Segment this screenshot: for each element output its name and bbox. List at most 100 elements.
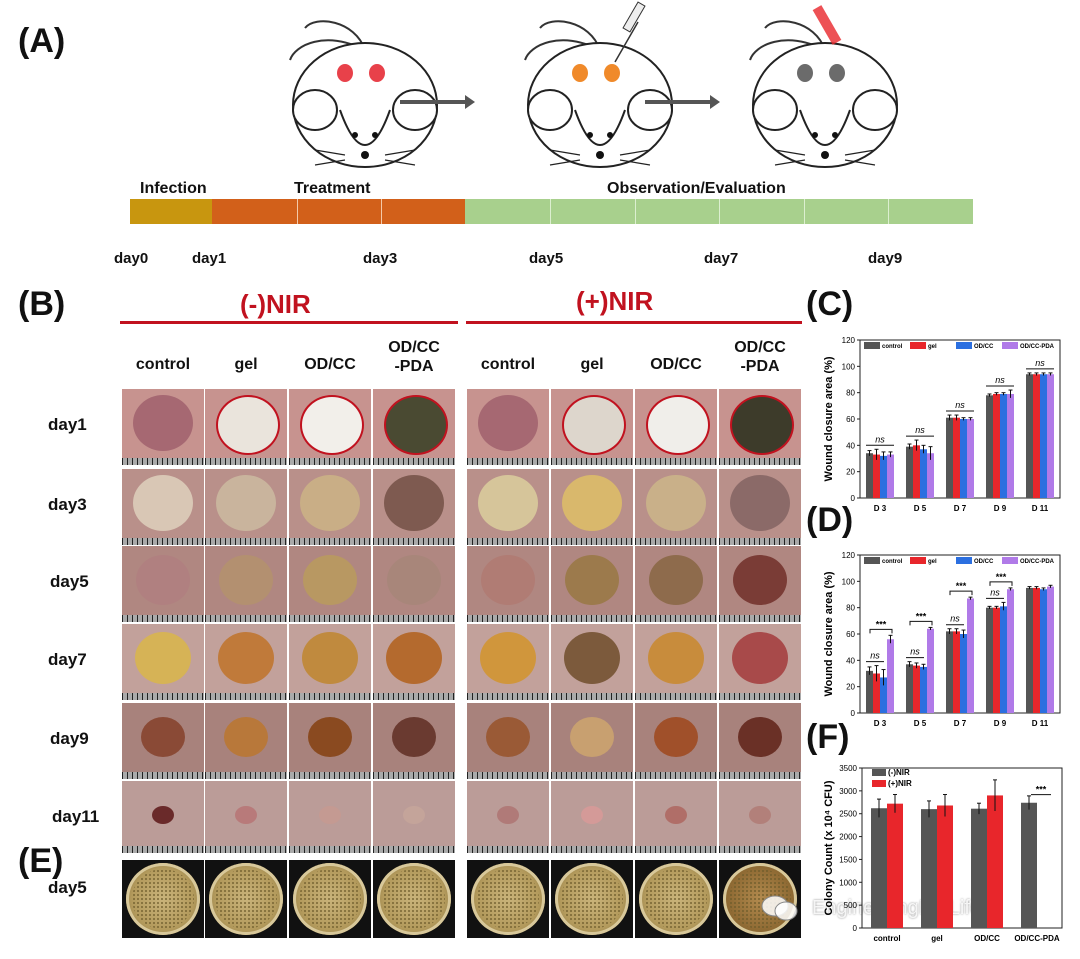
x-tick-label: D 5 xyxy=(914,504,927,513)
significance-label: ns xyxy=(955,400,965,410)
legend-swatch xyxy=(872,769,886,776)
column-header: OD/CC xyxy=(650,356,702,373)
significance-label: ns xyxy=(990,587,1000,597)
row-header: day9 xyxy=(50,729,89,748)
wound-photo xyxy=(719,703,801,779)
legend-swatch xyxy=(872,780,886,787)
bar xyxy=(913,665,920,713)
x-tick-label: D 3 xyxy=(874,504,887,513)
y-tick-label: 0 xyxy=(851,494,856,503)
bar xyxy=(1040,374,1047,498)
bar xyxy=(1000,606,1007,713)
wound-photo xyxy=(373,469,455,545)
y-axis-label: Colony Count (x 10⁴ CFU) xyxy=(823,780,835,915)
column-header: OD/CC -PDA xyxy=(388,339,440,375)
wound-photo xyxy=(719,781,801,853)
timeline-day0: day0 xyxy=(114,250,149,267)
wound-photo xyxy=(289,624,371,700)
bar xyxy=(913,445,920,498)
wound-photo xyxy=(635,781,717,853)
mouse-infected-icon xyxy=(289,20,438,168)
wound-photo xyxy=(205,389,287,465)
bar xyxy=(1026,374,1033,498)
significance-bracket xyxy=(949,590,973,596)
wound-photo xyxy=(289,546,371,622)
bar xyxy=(871,808,887,928)
y-axis-label: Wound closure area (%) xyxy=(823,356,835,481)
petri-dish-photo xyxy=(289,860,371,938)
bar xyxy=(971,808,987,928)
significance-label: *** xyxy=(916,611,927,621)
y-tick-label: 80 xyxy=(846,604,855,613)
bar xyxy=(993,607,1000,713)
bar xyxy=(1007,393,1014,498)
wound-photo xyxy=(122,469,204,545)
y-tick-label: 120 xyxy=(842,551,856,560)
row-header: day1 xyxy=(48,415,87,434)
legend-swatch xyxy=(1002,342,1018,349)
wound-photo xyxy=(289,781,371,853)
wound-photo xyxy=(467,389,549,465)
group-label-minus-nir: (-)NIR xyxy=(240,289,311,319)
significance-label: *** xyxy=(876,619,887,629)
wound-photo xyxy=(551,389,633,465)
bar xyxy=(946,631,953,713)
wound-photo xyxy=(289,389,371,465)
panel-label-c: (C) xyxy=(806,285,854,323)
bar xyxy=(921,809,937,928)
row-header: day3 xyxy=(48,495,87,514)
bar xyxy=(927,453,934,498)
significance-label: ns xyxy=(875,434,885,444)
bar xyxy=(906,664,913,713)
y-tick-label: 0 xyxy=(853,924,858,933)
x-tick-label: OD/CC xyxy=(974,934,1000,943)
y-tick-label: 1500 xyxy=(839,855,857,864)
bar xyxy=(960,419,967,498)
wound-photo xyxy=(289,703,371,779)
wound-photo xyxy=(635,469,717,545)
panel-label-e: (E) xyxy=(18,842,64,880)
wound-photo xyxy=(205,624,287,700)
bar xyxy=(920,666,927,713)
wechat-icon xyxy=(760,893,800,923)
legend-label: gel xyxy=(928,344,937,350)
y-tick-label: 2500 xyxy=(839,810,857,819)
wound-photo xyxy=(719,389,801,465)
petri-dish-photo xyxy=(467,860,549,938)
legend-label: (+)NIR xyxy=(888,779,912,788)
y-tick-label: 3000 xyxy=(839,787,857,796)
panel-label-f: (F) xyxy=(806,718,850,756)
wound-photo xyxy=(635,624,717,700)
x-tick-label: gel xyxy=(931,934,943,943)
timeline-day3: day3 xyxy=(363,250,398,267)
bar xyxy=(967,419,974,498)
bar xyxy=(920,449,927,498)
legend-label: control xyxy=(882,559,903,565)
group-underline-minus xyxy=(120,321,458,324)
syringe-icon xyxy=(614,1,646,63)
legend-label: OD/CC-PDA xyxy=(1020,344,1055,350)
bar xyxy=(1047,374,1054,498)
column-header: control xyxy=(480,356,536,373)
significance-label: *** xyxy=(1036,785,1047,795)
legend-swatch xyxy=(864,557,880,564)
column-header: gel xyxy=(580,356,604,373)
legend-swatch xyxy=(956,342,972,349)
arrow-right-icon xyxy=(400,95,475,109)
x-tick-label: D 7 xyxy=(954,504,967,513)
y-tick-label: 40 xyxy=(846,441,855,450)
column-header: OD/CC xyxy=(304,356,356,373)
wound-photo xyxy=(635,546,717,622)
petri-dish-photo xyxy=(122,860,204,938)
wound-photo xyxy=(719,469,801,545)
wound-photo xyxy=(551,624,633,700)
x-tick-label: D 7 xyxy=(954,719,967,728)
timeline-bar xyxy=(130,199,973,224)
legend-label: gel xyxy=(928,559,937,565)
legend-label: OD/CC xyxy=(974,344,994,350)
wound-photo xyxy=(205,703,287,779)
plot-frame xyxy=(861,767,1063,929)
group-underline-plus xyxy=(466,321,802,324)
x-tick-label: D 11 xyxy=(1032,719,1049,728)
bar xyxy=(873,454,880,498)
